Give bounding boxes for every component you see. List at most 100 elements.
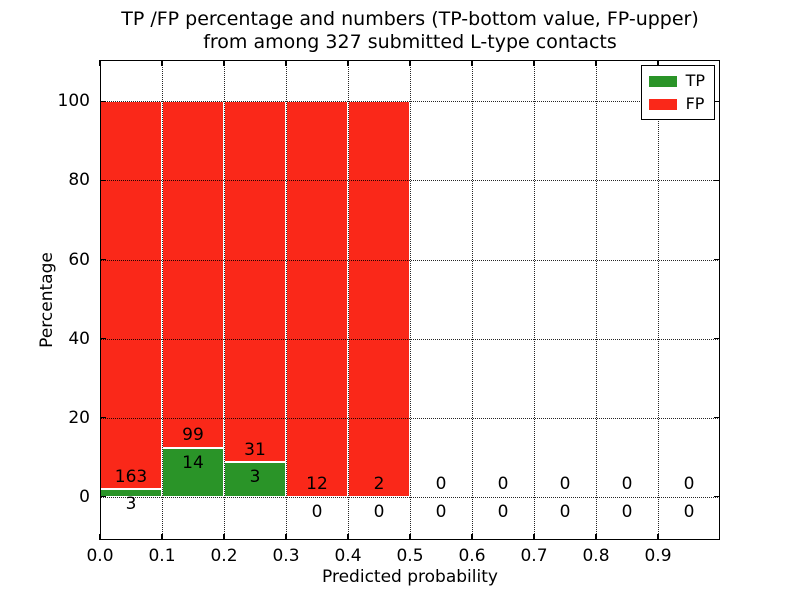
tp-count-annotation: 0 xyxy=(683,501,695,522)
tp-count-annotation: 0 xyxy=(497,501,509,522)
tp-bar-segment xyxy=(162,447,224,497)
fp-bar-segment xyxy=(224,101,286,462)
x-tickmark-top xyxy=(595,60,597,66)
y-tickmark-left xyxy=(100,495,106,498)
y-tick-label: 60 xyxy=(68,249,90,270)
tp-count-annotation: 3 xyxy=(125,494,137,515)
x-tickmark-top xyxy=(285,60,287,66)
tp-count-annotation: 3 xyxy=(249,466,261,487)
horizontal-gridline xyxy=(100,496,720,498)
x-tickmark-top xyxy=(533,60,535,66)
y-tickmark-left xyxy=(100,416,106,419)
x-tickmark-top xyxy=(99,60,101,66)
x-tickmark-bottom xyxy=(533,534,535,540)
x-tickmark-bottom xyxy=(471,534,473,540)
y-tickmark-right xyxy=(714,179,720,182)
vertical-gridline xyxy=(472,60,473,540)
legend-label: FP xyxy=(685,94,705,113)
x-tick-label: 0.8 xyxy=(582,546,610,566)
legend-label: TP xyxy=(685,71,705,90)
x-tick-label: 0.2 xyxy=(210,546,238,566)
x-tickmark-bottom xyxy=(595,534,597,540)
y-tick-label: 20 xyxy=(68,407,90,428)
x-tickmark-bottom xyxy=(161,534,163,540)
vertical-gridline xyxy=(162,60,163,540)
vertical-gridline xyxy=(348,60,349,540)
horizontal-gridline xyxy=(100,417,720,419)
x-tick-label: 0.4 xyxy=(334,546,362,566)
fp-count-annotation: 31 xyxy=(244,439,266,460)
chart-title-line1: TP /FP percentage and numbers (TP-bottom… xyxy=(121,8,699,30)
x-tickmark-top xyxy=(347,60,349,66)
fp-count-annotation: 0 xyxy=(559,474,571,495)
x-tick-label: 0.0 xyxy=(86,546,114,566)
x-tickmark-top xyxy=(161,60,163,66)
fp-legend-swatch xyxy=(648,98,677,110)
vertical-gridline xyxy=(286,60,287,540)
x-tickmark-top xyxy=(223,60,225,66)
plot-area: 163 3 99 14 31 3 12 0 2 0 0 0 0 0 0 0 0 0 0 0 TP FP xyxy=(99,60,720,540)
y-tickmark-left xyxy=(100,337,106,340)
tp-count-annotation: 0 xyxy=(435,501,447,522)
vertical-gridline xyxy=(410,60,411,540)
x-tickmark-bottom xyxy=(223,534,225,540)
horizontal-gridline xyxy=(100,101,720,103)
fp-count-annotation: 99 xyxy=(182,425,204,446)
y-tick-label: 40 xyxy=(68,328,90,349)
y-tickmark-left xyxy=(100,100,106,103)
fp-bar-segment xyxy=(162,101,224,448)
tp-bar-segment xyxy=(224,461,286,497)
legend-entry: FP xyxy=(648,94,705,113)
y-tickmark-right xyxy=(714,100,720,103)
y-tickmark-right xyxy=(714,337,720,340)
chart-title: TP /FP percentage and numbers (TP-bottom… xyxy=(100,8,720,54)
fp-count-annotation: 0 xyxy=(435,474,447,495)
x-tick-label: 0.9 xyxy=(644,546,672,566)
tp-legend-swatch xyxy=(648,75,677,87)
tp-count-annotation: 14 xyxy=(182,452,204,473)
vertical-gridline xyxy=(596,60,597,540)
horizontal-gridline xyxy=(100,180,720,182)
x-tick-label: 0.5 xyxy=(396,546,424,566)
x-tickmark-bottom xyxy=(99,534,101,540)
vertical-gridline xyxy=(658,60,659,540)
y-tick-label: 100 xyxy=(57,91,90,112)
tp-count-annotation: 0 xyxy=(311,501,323,522)
y-tickmark-left xyxy=(100,258,106,261)
x-tickmark-bottom xyxy=(285,534,287,540)
fp-count-annotation: 0 xyxy=(683,474,695,495)
fp-count-annotation: 2 xyxy=(373,474,385,495)
y-tickmark-right xyxy=(714,495,720,498)
fp-count-annotation: 0 xyxy=(497,474,509,495)
vertical-gridline xyxy=(224,60,225,540)
tp-count-annotation: 0 xyxy=(559,501,571,522)
x-tickmark-bottom xyxy=(409,534,411,540)
x-tickmark-top xyxy=(471,60,473,66)
y-tickmark-right xyxy=(714,258,720,261)
fp-count-annotation: 0 xyxy=(621,474,633,495)
tp-count-annotation: 0 xyxy=(373,501,385,522)
y-tick-label: 80 xyxy=(68,170,90,191)
y-tick-label: 0 xyxy=(79,486,90,507)
horizontal-gridline xyxy=(100,338,720,340)
x-tick-label: 0.6 xyxy=(458,546,486,566)
legend-entry: TP xyxy=(648,71,705,90)
fp-count-annotation: 12 xyxy=(306,474,328,495)
fp-bar-segment xyxy=(100,101,162,490)
legend: TP FP xyxy=(640,65,715,120)
x-tick-label: 0.3 xyxy=(272,546,300,566)
x-axis-label: Predicted probability xyxy=(322,567,498,587)
vertical-gridline xyxy=(534,60,535,540)
x-tickmark-bottom xyxy=(347,534,349,540)
fp-bar-segment xyxy=(286,101,348,497)
fp-count-annotation: 163 xyxy=(114,467,148,488)
chart-title-line2: from among 327 submitted L-type contacts xyxy=(203,31,617,53)
fp-bar-segment xyxy=(348,101,410,497)
y-tickmark-left xyxy=(100,179,106,182)
x-tickmark-top xyxy=(409,60,411,66)
horizontal-gridline xyxy=(100,259,720,261)
x-tick-label: 0.7 xyxy=(520,546,548,566)
tp-count-annotation: 0 xyxy=(621,501,633,522)
x-tickmark-bottom xyxy=(657,534,659,540)
